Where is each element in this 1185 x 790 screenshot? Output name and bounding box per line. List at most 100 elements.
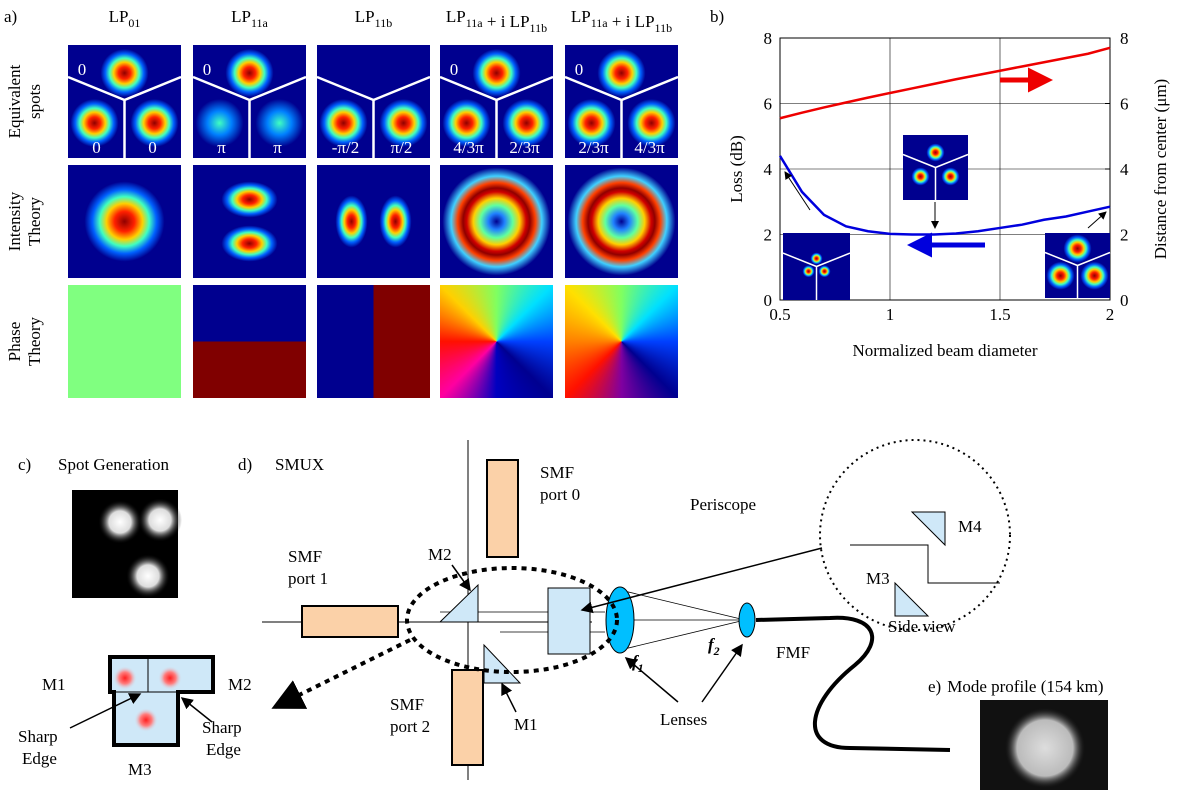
y2-tick-label: 6 — [1120, 95, 1129, 114]
beam — [850, 544, 1000, 584]
data-line — [778, 155, 1111, 236]
arrow — [701, 643, 743, 703]
phase-label: 2/3π — [578, 138, 609, 157]
edge-label: Edge — [22, 749, 57, 768]
spot — [130, 99, 179, 147]
spot — [1046, 261, 1075, 290]
spot — [70, 99, 119, 147]
mirror — [438, 583, 479, 623]
phase-label: -π/2 — [332, 138, 359, 157]
label-sub: 01 — [128, 16, 140, 30]
lens — [738, 602, 756, 638]
divider — [1077, 251, 1111, 267]
panel-label: e) — [928, 677, 941, 696]
arrow — [501, 682, 517, 713]
row-label: Intensity — [5, 191, 24, 251]
row-label: Equivalent — [5, 64, 24, 138]
spot — [255, 99, 304, 147]
mirror — [910, 511, 946, 547]
label-text: f — [632, 652, 640, 671]
spot — [100, 49, 149, 97]
beam — [619, 619, 746, 651]
spot — [126, 554, 170, 598]
phase-label: 0 — [575, 60, 584, 79]
x-tick-label: 2 — [1106, 305, 1115, 324]
focal-label: f1 — [632, 652, 644, 675]
panel-title: Mode profile (154 km) — [947, 677, 1103, 696]
panel-title: Spot Generation — [58, 455, 169, 474]
label-sub: 11a — [466, 16, 484, 30]
arrow — [624, 657, 679, 703]
row-label: spots — [25, 84, 44, 119]
label: LP11a — [231, 7, 268, 30]
phase-map — [193, 285, 306, 342]
zoom-region — [405, 566, 619, 674]
periscope-label: Periscope — [690, 495, 756, 514]
label-text: + i LP — [608, 12, 655, 31]
spot — [818, 265, 831, 278]
mirror-label: M2 — [428, 545, 452, 564]
fiber-port — [451, 669, 484, 766]
spot — [941, 167, 960, 186]
spot — [802, 265, 815, 278]
y2-tick-label: 8 — [1120, 29, 1129, 48]
side-view-label: Side view — [888, 617, 956, 636]
label: LP01 — [109, 7, 141, 30]
divider — [192, 75, 250, 102]
label-text: LP — [355, 7, 375, 26]
panel-label: b) — [710, 7, 724, 26]
mode-spot — [1005, 708, 1085, 788]
divider — [782, 252, 817, 268]
label-text: LP — [446, 7, 466, 26]
label: LP11a + i LP11b — [571, 7, 672, 35]
y-tick-label: 4 — [764, 160, 773, 179]
divider — [564, 75, 622, 102]
label: LP11a + i LP11b — [446, 7, 547, 35]
label-sub: 11a — [591, 16, 609, 30]
phase-label: 4/3π — [453, 138, 484, 157]
edge-label: Edge — [206, 740, 241, 759]
lens — [605, 586, 635, 654]
label-text: LP — [231, 7, 251, 26]
divider — [902, 153, 936, 169]
label-sub: 2 — [713, 644, 720, 658]
intensity — [221, 181, 278, 218]
mirror-label: M3 — [128, 760, 152, 779]
divider — [496, 75, 554, 102]
port-label: port 2 — [390, 717, 430, 736]
phase-map — [565, 285, 678, 398]
arrow — [580, 547, 823, 614]
spot — [113, 666, 137, 690]
intensity — [442, 167, 551, 276]
spot — [911, 167, 930, 186]
phase-label: π/2 — [391, 138, 413, 157]
panel-label: a) — [4, 7, 17, 26]
phase-map — [440, 285, 553, 398]
label-sub: 11b — [530, 21, 548, 35]
focal-label: f2 — [708, 635, 720, 658]
phase-label: 0 — [78, 60, 87, 79]
label-sub: 11b — [375, 16, 393, 30]
row-label: Phase — [5, 322, 24, 362]
phase-label: 0 — [203, 60, 212, 79]
divider — [621, 75, 679, 102]
y2-tick-label: 2 — [1120, 226, 1129, 245]
panel-label: d) — [238, 455, 252, 474]
divider — [816, 252, 851, 268]
pointer — [1087, 211, 1107, 229]
phase-map — [68, 285, 181, 398]
spot — [379, 99, 428, 147]
spot — [138, 498, 182, 542]
arrow — [69, 693, 142, 729]
intensity — [84, 181, 165, 262]
phase-map — [193, 341, 306, 398]
y-tick-label: 8 — [764, 29, 773, 48]
phase-label: π — [273, 138, 282, 157]
divider — [1044, 251, 1078, 267]
spot — [1063, 234, 1092, 263]
pointer — [784, 171, 811, 211]
edge-label: Sharp — [202, 718, 242, 737]
fmf-label: FMF — [776, 643, 810, 662]
x-axis-label: Normalized beam diameter — [852, 341, 1037, 360]
